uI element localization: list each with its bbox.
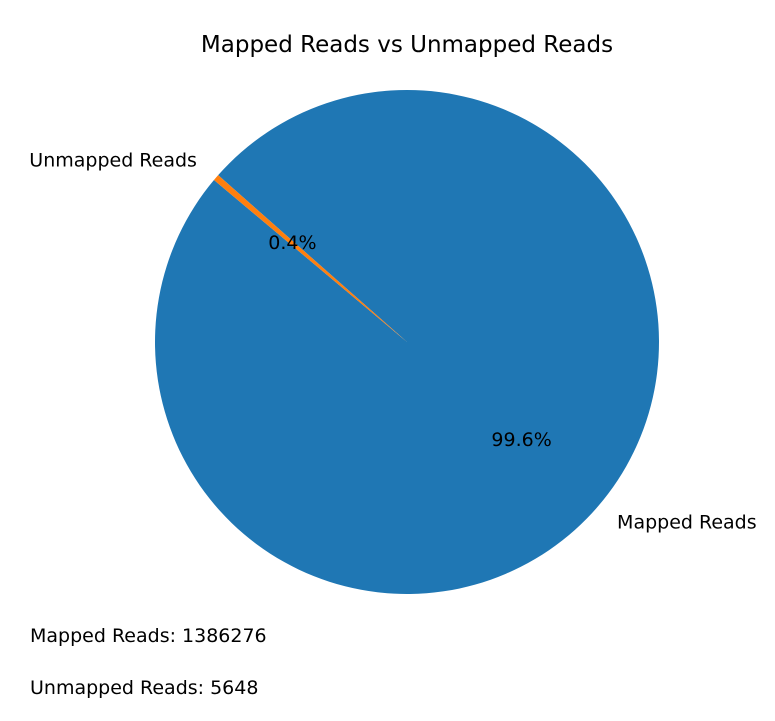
pie-slice-mapped-reads (155, 89, 660, 594)
pie-labels: Mapped Reads 99.6% Unmapped Reads 0.4% (29, 150, 756, 534)
slice-label-mapped-reads: Mapped Reads (617, 511, 757, 533)
slice-percent-unmapped-reads: 0.4% (268, 232, 316, 254)
unmapped-reads-count: Unmapped Reads: 5648 (30, 677, 259, 699)
slice-label-unmapped-reads: Unmapped Reads (29, 150, 197, 172)
slice-percent-mapped-reads: 99.6% (491, 429, 551, 451)
chart-title: Mapped Reads vs Unmapped Reads (201, 32, 613, 58)
mapped-reads-count: Mapped Reads: 1386276 (30, 625, 267, 647)
pie-slice-unmapped-reads (213, 175, 407, 342)
pie-slices (155, 89, 660, 594)
